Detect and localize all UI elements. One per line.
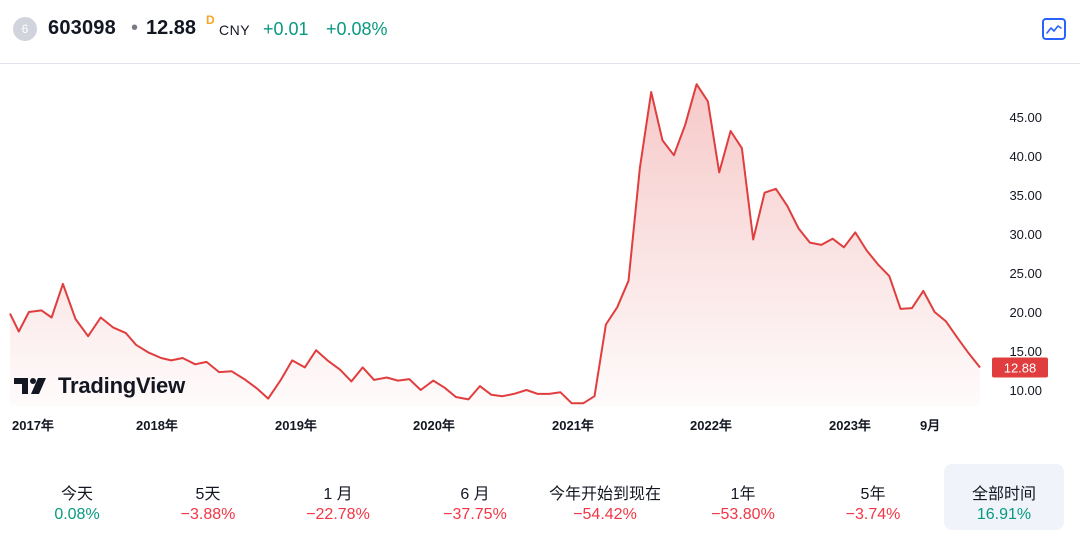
period-change-value: −3.74% (845, 506, 901, 523)
price-change: +0.01 (263, 19, 309, 39)
period-change-value: −37.75% (443, 506, 507, 523)
x-tick-label: 9月 (920, 418, 940, 433)
y-tick-label: 40.00 (1009, 149, 1042, 164)
x-tick-label: 2018年 (136, 418, 178, 433)
separator-dot: • (131, 17, 139, 39)
period-label: 1年 (730, 486, 756, 503)
delay-flag: D (206, 13, 215, 27)
period-label: 1 月 (323, 486, 353, 503)
price-chart[interactable]: 45.00 40.00 35.00 30.00 25.00 20.00 15.00 10.00… (0, 66, 1080, 448)
x-tick-label: 2020年 (413, 418, 455, 433)
line-chart-icon[interactable] (1042, 18, 1066, 40)
y-tick-label: 15.00 (1009, 344, 1042, 359)
period-3[interactable]: 6 月 −37.75% (415, 464, 535, 530)
area-fill (10, 84, 980, 406)
y-tick-label: 25.00 (1009, 266, 1042, 281)
x-tick-label: 2019年 (275, 418, 317, 433)
period-4[interactable]: 今年开始到现在 −54.42% (545, 464, 665, 530)
period-label: 5年 (860, 486, 886, 503)
price-line (9, 83, 981, 405)
period-label: 5天 (195, 486, 221, 503)
period-7[interactable]: 全部时间 16.91% (944, 464, 1064, 530)
symbol-ticker[interactable]: 603098 (48, 17, 116, 39)
y-tick-label: 10.00 (1009, 383, 1042, 398)
period-label: 6 月 (460, 486, 490, 503)
x-tick-label: 2022年 (690, 418, 732, 433)
period-change-value: −54.42% (573, 506, 637, 523)
period-change-value: 0.08% (54, 506, 100, 523)
period-2[interactable]: 1 月 −22.78% (278, 464, 398, 530)
price-change-percent: +0.08% (326, 19, 388, 39)
x-tick-label: 2021年 (552, 418, 594, 433)
period-performance-bar: 今天 0.08% 5天 −3.88% 1 月 −22.78% 6 月 −37.75% 今年开始到… (0, 462, 1080, 534)
symbol-header: 6 603098 • 12.88 D CNY +0.01 +0.08% (0, 0, 1080, 64)
period-change-value: −53.80% (711, 506, 775, 523)
x-tick-label: 2023年 (829, 418, 871, 433)
symbol-badge-icon: 6 (13, 17, 37, 41)
y-tick-label: 20.00 (1009, 305, 1042, 320)
y-tick-label: 35.00 (1009, 188, 1042, 203)
period-label: 今天 (60, 486, 93, 503)
period-6[interactable]: 5年 −3.74% (813, 464, 933, 530)
period-change-value: −22.78% (306, 506, 370, 523)
period-label: 今年开始到现在 (548, 486, 661, 503)
last-price-badge-label: 12.88 (1004, 361, 1037, 376)
y-tick-label: 45.00 (1009, 110, 1042, 125)
logo-wordmark: TradingView (58, 373, 185, 398)
currency-label: CNY (219, 22, 251, 38)
tradingview-logo[interactable]: TradingView (14, 372, 185, 400)
tradingview-logo-icon (14, 378, 46, 394)
period-5[interactable]: 1年 −53.80% (683, 464, 803, 530)
last-price: 12.88 (146, 17, 197, 39)
period-1[interactable]: 5天 −3.88% (148, 464, 268, 530)
y-tick-label: 30.00 (1009, 227, 1042, 242)
period-change-value: −3.88% (180, 506, 236, 523)
x-tick-label: 2017年 (12, 418, 54, 433)
period-label: 全部时间 (971, 486, 1036, 503)
period-0[interactable]: 今天 0.08% (17, 464, 137, 530)
last-price-badge (992, 357, 1048, 378)
period-change-value: 16.91% (976, 506, 1032, 523)
